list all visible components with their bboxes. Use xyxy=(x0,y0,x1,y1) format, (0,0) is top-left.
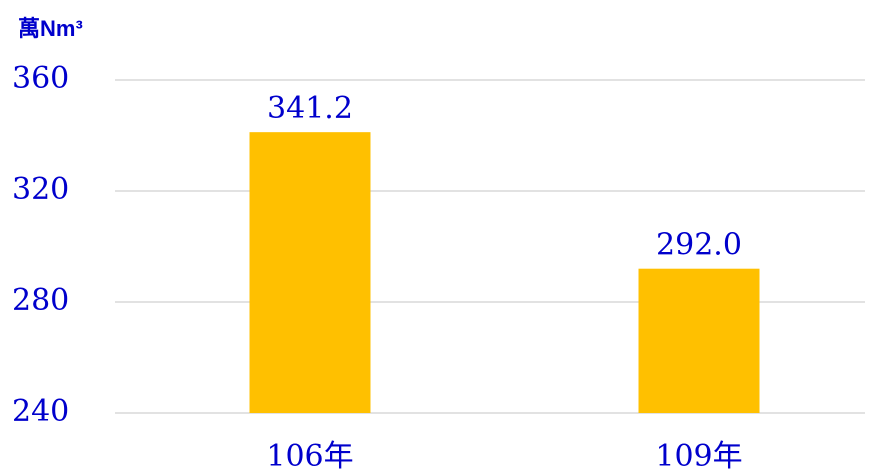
y-axis-unit: 萬Nm³ xyxy=(18,16,83,41)
value-label: 292.0 xyxy=(656,228,742,263)
y-tick-label: 240 xyxy=(12,394,69,429)
y-tick-label: 360 xyxy=(12,61,69,96)
y-tick-label: 280 xyxy=(12,283,69,318)
x-tick-label: 109年 xyxy=(655,439,742,474)
bar xyxy=(638,268,760,413)
value-label: 341.2 xyxy=(267,91,353,126)
bar xyxy=(249,132,371,414)
x-tick-label: 106年 xyxy=(266,439,353,474)
y-tick-label: 320 xyxy=(12,172,69,207)
